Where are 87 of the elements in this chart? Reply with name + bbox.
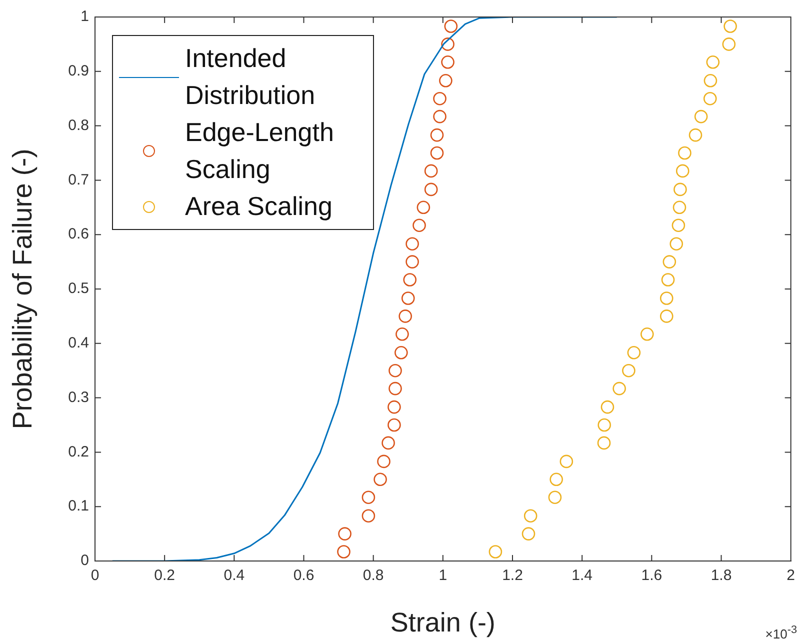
- point: [522, 527, 536, 540]
- point: [388, 364, 402, 378]
- y-tick-label: 0.8: [68, 116, 89, 134]
- point: [416, 200, 430, 214]
- point: [401, 292, 415, 305]
- legend-label: Area Scaling: [185, 190, 334, 223]
- x-tick-label: 1.4: [572, 567, 593, 584]
- point: [441, 56, 454, 69]
- x-tick-label: 1: [438, 567, 448, 584]
- point: [439, 74, 452, 88]
- point: [597, 436, 611, 450]
- point: [433, 110, 446, 124]
- y-tick-label: 0.4: [68, 334, 89, 352]
- y-tick-label: 0.2: [68, 443, 89, 460]
- point: [430, 128, 444, 142]
- point: [662, 255, 676, 268]
- point: [444, 20, 458, 33]
- point: [704, 74, 718, 88]
- point: [412, 218, 426, 232]
- point: [337, 545, 350, 558]
- point: [362, 490, 376, 504]
- point: [396, 328, 409, 341]
- x-tick-label: 1.2: [502, 567, 523, 584]
- point: [398, 310, 412, 323]
- point: [406, 255, 419, 268]
- x-tick-label: 1.6: [641, 567, 662, 584]
- point: [598, 418, 611, 432]
- point: [678, 146, 692, 160]
- point: [433, 92, 446, 106]
- point: [550, 472, 563, 486]
- point: [362, 509, 376, 522]
- point: [660, 292, 674, 305]
- y-tick-label: 0.5: [68, 280, 89, 298]
- point: [672, 218, 686, 232]
- x-tick-label: 0.6: [293, 567, 314, 584]
- point: [377, 454, 390, 468]
- point: [424, 164, 438, 178]
- point: [600, 400, 614, 414]
- point: [612, 382, 626, 396]
- legend-label: Edge-Length Scaling: [185, 116, 335, 186]
- point: [406, 237, 419, 250]
- point: [661, 273, 675, 286]
- point: [394, 346, 408, 360]
- point: [374, 472, 387, 486]
- point: [706, 56, 720, 69]
- legend-label: Intended Distribution: [185, 42, 316, 112]
- x-tick-label: 2: [786, 567, 795, 584]
- point: [674, 182, 687, 196]
- point: [627, 346, 641, 360]
- point: [548, 490, 562, 504]
- y-tick-label: 0.7: [68, 171, 89, 188]
- point: [622, 364, 636, 378]
- y-tick-label: 0.6: [68, 226, 89, 243]
- point: [724, 20, 737, 33]
- x-axis-title: Strain (-): [390, 607, 496, 638]
- point: [560, 454, 574, 468]
- point: [703, 92, 717, 106]
- point: [524, 509, 538, 522]
- point: [694, 110, 708, 124]
- point: [640, 328, 654, 341]
- y-tick-label: 0: [80, 552, 89, 570]
- x-tick-label: 1.8: [710, 567, 732, 584]
- point: [672, 200, 686, 214]
- y-tick-label: 0.1: [68, 498, 89, 515]
- x-tick-label: 0.8: [362, 567, 384, 584]
- point: [488, 545, 502, 558]
- x-tick-label: 0.4: [224, 567, 245, 584]
- point: [338, 527, 352, 540]
- point: [676, 164, 690, 178]
- point: [388, 382, 402, 396]
- y-axis-title: Probability of Failure (-): [8, 148, 38, 430]
- text: ×10$^{-3}$: [765, 624, 797, 642]
- y-tick-label: 1: [80, 8, 89, 26]
- point: [388, 400, 401, 414]
- point: [382, 436, 395, 450]
- point: [688, 128, 702, 142]
- point: [441, 38, 454, 51]
- point: [670, 237, 684, 250]
- point: [388, 418, 401, 432]
- y-tick-label: 0.3: [68, 388, 89, 406]
- point: [430, 146, 444, 160]
- x-tick-label: 0.2: [154, 567, 176, 584]
- point: [722, 38, 736, 51]
- point: [424, 182, 438, 196]
- y-tick-label: 0.9: [68, 62, 89, 80]
- point: [403, 273, 417, 286]
- point: [660, 310, 674, 323]
